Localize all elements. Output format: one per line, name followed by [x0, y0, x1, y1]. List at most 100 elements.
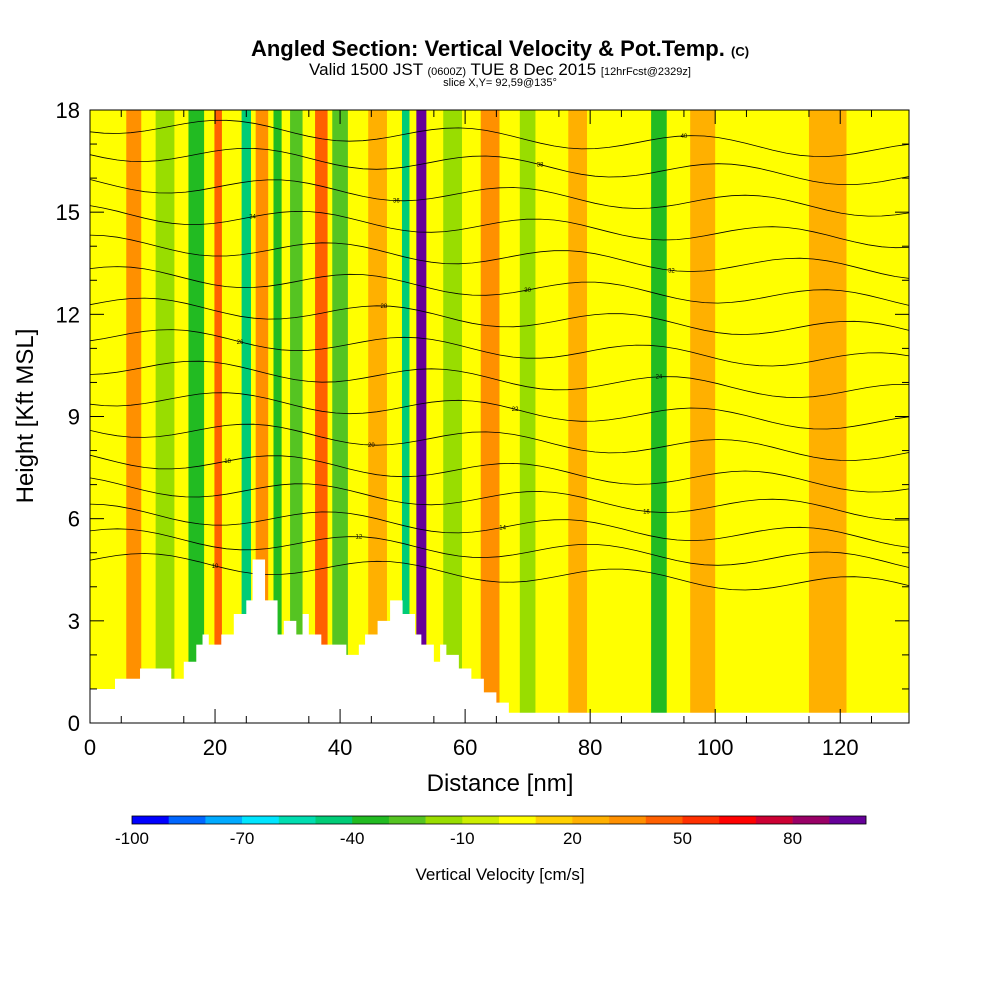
colorbar-swatch: [168, 816, 206, 824]
y-tick-label: 6: [68, 507, 80, 532]
y-tick-label: 9: [68, 405, 80, 430]
colorbar-swatch: [572, 816, 610, 824]
x-axis-title: Distance [nm]: [427, 770, 574, 797]
y-tick-label: 12: [56, 302, 80, 327]
velocity-band: [690, 110, 716, 723]
velocity-band: [651, 110, 667, 723]
velocity-band: [480, 110, 500, 723]
contour-label: 22: [512, 407, 519, 413]
contour-label: 36: [393, 199, 400, 205]
colorbar-tick-label: -70: [230, 829, 255, 848]
colorbar-tick-label: 50: [673, 829, 692, 848]
contour-line: [90, 360, 909, 398]
contour-line: [90, 148, 909, 185]
contour-label: 30: [524, 288, 531, 294]
colorbar-swatch: [682, 816, 720, 824]
x-tick-label: 60: [453, 735, 477, 760]
contour-line: [90, 119, 909, 157]
contour-line: [90, 528, 909, 568]
velocity-band: [155, 110, 175, 723]
contour-line: [90, 392, 909, 430]
colorbar-tick-label: -40: [340, 829, 365, 848]
terrain: [90, 559, 909, 723]
x-tick-label: 20: [203, 735, 227, 760]
contour-label: 20: [368, 443, 375, 449]
velocity-band: [241, 110, 251, 723]
colorbar-swatch: [535, 816, 573, 824]
colorbar-tick-label: 80: [783, 829, 802, 848]
y-tick-label: 0: [68, 711, 80, 736]
contour-label: 14: [499, 525, 506, 531]
x-tick-label: 40: [328, 735, 352, 760]
colorbar-swatch: [829, 816, 867, 824]
colorbar-tick-label: -10: [450, 829, 475, 848]
contour-label: 16: [643, 509, 650, 515]
velocity-band: [808, 110, 847, 723]
contour-line: [90, 234, 909, 279]
chart-subtitle: Valid 1500 JST (0600Z) TUE 8 Dec 2015 [1…: [0, 60, 1000, 80]
velocity-band: [416, 110, 427, 723]
slice-info: slice X,Y= 92,59@135°: [443, 77, 557, 89]
contour-line: [90, 266, 909, 306]
velocity-band: [368, 110, 387, 723]
x-tick-label: 120: [822, 735, 859, 760]
valid-utc: (0600Z): [427, 66, 467, 78]
velocity-band: [315, 110, 328, 723]
colorbar: -100 -70 -40 -10 20 50 80: [115, 815, 867, 848]
contour-label: 26: [237, 340, 244, 346]
contour-label: 40: [681, 134, 688, 140]
valid-time: Valid 1500 JST: [309, 60, 423, 79]
velocity-band: [126, 110, 142, 723]
colorbar-swatch: [792, 816, 830, 824]
velocity-band: [401, 110, 410, 723]
chart-title-text: Angled Section: Vertical Velocity & Pot.…: [250, 36, 725, 61]
contour-label: 28: [380, 304, 387, 310]
colorbar-swatch: [205, 816, 243, 824]
colorbar-swatch: [645, 816, 683, 824]
colorbar-swatch: [462, 816, 500, 824]
x-tick-label: 0: [84, 735, 96, 760]
contour-line: [90, 454, 909, 493]
terrain-mask: [90, 559, 909, 723]
contour-line: [90, 179, 909, 217]
colorbar-swatch: [132, 816, 169, 824]
colorbar-swatch: [352, 816, 390, 824]
velocity-band: [290, 110, 303, 723]
colorbar-title: Vertical Velocity [cm/s]: [415, 865, 584, 884]
y-tick-label: 18: [56, 98, 80, 123]
contour-line: [90, 423, 909, 461]
colorbar-swatch: [425, 816, 463, 824]
y-tick-label: 3: [68, 609, 80, 634]
x-tick-label: 80: [578, 735, 602, 760]
velocity-band: [214, 110, 222, 723]
colorbar-swatch: [609, 816, 647, 824]
colorbar-swatch: [388, 816, 426, 824]
contour-label: 18: [224, 459, 231, 465]
contour-label: 34: [249, 215, 256, 221]
potential-temperature-contours: 10 12 14 16 18 20 22 24 26 28 30 32 34 36 38 40: [90, 119, 909, 591]
colorbar-swatch: [499, 816, 536, 824]
colorbar-tick-label: -100: [115, 829, 149, 848]
colorbar-swatch: [315, 816, 353, 824]
colorbar-frame: [131, 815, 867, 825]
chart-title: Angled Section: Vertical Velocity & Pot.…: [0, 36, 1000, 62]
velocity-band: [273, 110, 282, 723]
velocity-band: [568, 110, 588, 723]
forecast-info: [12hrFcst@2329z]: [600, 66, 691, 78]
velocity-band: [519, 110, 536, 723]
contour-label: 10: [212, 564, 219, 570]
velocity-band: [188, 110, 205, 723]
velocity-band: [443, 110, 462, 723]
velocity-band: [332, 110, 348, 723]
contour-label: 32: [668, 268, 675, 274]
contour-label: 38: [537, 163, 544, 169]
valid-date: TUE 8 Dec 2015: [470, 60, 597, 79]
velocity-field: [90, 110, 909, 723]
contour-label: 12: [355, 535, 362, 541]
contour-label: 24: [656, 375, 663, 381]
contour-line: [90, 297, 909, 335]
colorbar-swatch: [719, 816, 757, 824]
contour-line: [90, 205, 909, 249]
